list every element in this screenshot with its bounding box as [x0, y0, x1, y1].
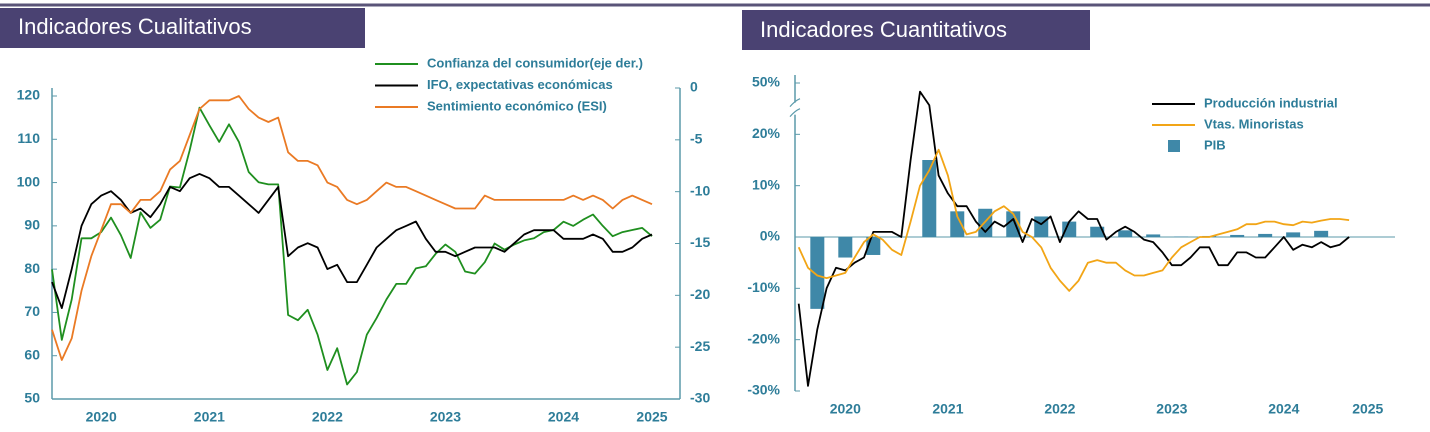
x-tick-label: 2024 [548, 409, 579, 425]
x-tick-label: 2023 [430, 409, 461, 425]
y-tick-label: 0% [760, 228, 781, 244]
y-tick-label: 50% [752, 74, 781, 90]
y2-tick-label: -10 [690, 182, 710, 198]
y-tick-label: 110 [17, 130, 40, 146]
bar [1258, 233, 1273, 237]
chart-title: Indicadores Cuantitativos [760, 17, 1007, 42]
x-tick-label: 2023 [1156, 401, 1187, 417]
x-tick-label: 2022 [312, 409, 343, 425]
bar [1146, 234, 1161, 237]
axis-break [791, 102, 799, 115]
bar [950, 211, 965, 237]
y-tick-label: 70 [24, 303, 40, 319]
legend-label: IFO, expectativas económicas [427, 77, 613, 92]
y2-tick-label: -15 [690, 234, 710, 250]
legend-swatch [1168, 140, 1180, 152]
legend-label: Producción industrial [1204, 95, 1338, 110]
series-line [797, 148, 1350, 292]
legend-label: Sentimiento económico (ESI) [427, 98, 607, 113]
y-tick-label: -20% [747, 330, 780, 346]
banner [742, 10, 1090, 50]
y-tick-label: 120 [17, 87, 41, 103]
x-tick-label: 2024 [1268, 401, 1299, 417]
y2-tick-label: -20 [690, 286, 710, 302]
bar [810, 237, 825, 309]
y-tick-label: 80 [24, 260, 40, 276]
series-line [51, 106, 653, 386]
bar [1006, 211, 1021, 237]
x-tick-label: 2021 [194, 409, 225, 425]
axis-break [789, 98, 801, 118]
x-tick-label: 2020 [86, 409, 117, 425]
series-line [51, 173, 653, 309]
y-tick-label: -30% [747, 382, 780, 398]
y-tick-label: -10% [747, 279, 780, 295]
bar [1174, 236, 1189, 237]
legend-label: PIB [1204, 137, 1226, 152]
series-line [51, 95, 653, 361]
chart-title: Indicadores Cualitativos [18, 14, 252, 39]
bar [1286, 232, 1301, 237]
y2-tick-label: -30 [690, 390, 710, 406]
bar [838, 237, 853, 258]
y2-tick-label: -25 [690, 338, 710, 354]
y2-tick-label: 0 [690, 79, 698, 95]
x-tick-label: 2021 [932, 401, 963, 417]
x-tick-label: 2025 [636, 409, 667, 425]
bar [1090, 226, 1105, 237]
y-tick-label: 50 [24, 390, 40, 406]
y2-tick-label: -5 [690, 131, 703, 147]
bar [1118, 230, 1133, 237]
bar [1062, 221, 1077, 237]
y-tick-label: 60 [24, 346, 40, 362]
y-tick-label: 100 [17, 173, 41, 189]
y-tick-label: 90 [24, 217, 40, 233]
x-tick-label: 2020 [830, 401, 861, 417]
legend-label: Vtas. Minoristas [1204, 116, 1304, 131]
series-line [797, 90, 1350, 387]
x-tick-label: 2025 [1352, 401, 1383, 417]
y-tick-label: 10% [752, 176, 781, 192]
bar [922, 160, 937, 237]
legend-label: Confianza del consumidor(eje der.) [427, 55, 643, 70]
bar [1314, 230, 1329, 237]
y-tick-label: 20% [752, 125, 781, 141]
banner [0, 8, 365, 48]
bar [1230, 234, 1245, 237]
x-tick-label: 2022 [1044, 401, 1075, 417]
